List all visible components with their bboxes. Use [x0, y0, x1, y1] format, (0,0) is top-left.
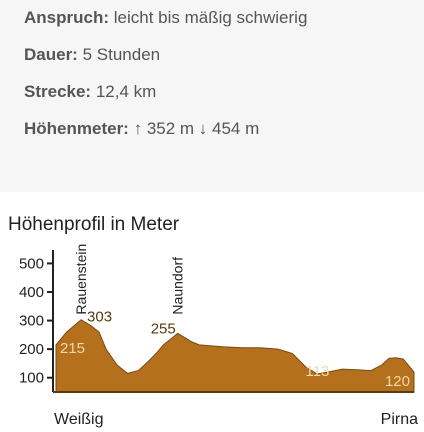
elevation-value-label: 303 — [87, 309, 112, 326]
info-row-elevation: Höhenmeter: ↑ 352 m ↓ 454 m — [24, 115, 307, 152]
y-tick-label: 500 — [19, 255, 44, 272]
info-value: 12,4 km — [95, 82, 157, 101]
info-value: 5 Stunden — [82, 45, 161, 64]
y-tick-label: 100 — [19, 370, 44, 387]
info-value: ↑ 352 m ↓ 454 m — [133, 119, 260, 138]
y-tick-label: 400 — [19, 284, 44, 301]
elevation-value-label: 120 — [385, 373, 410, 390]
end-label: Pirna — [381, 411, 418, 428]
elevation-value-label: 215 — [60, 340, 85, 357]
info-row-distance: Strecke: 12,4 km — [24, 78, 307, 115]
y-tick-label: 200 — [19, 341, 44, 358]
elevation-value-label: 113 — [305, 363, 329, 380]
elevation-profile-panel: Höhenprofil in Meter 500 400 300 200 100 Rauen… — [0, 192, 424, 432]
y-tick-label: 300 — [19, 313, 44, 330]
elevation-area — [55, 319, 415, 393]
elevation-profile-chart: Höhenprofil in Meter 500 400 300 200 100 Rauen… — [8, 214, 418, 428]
info-row-duration: Dauer: 5 Stunden — [24, 41, 307, 78]
info-key: Dauer: — [24, 45, 78, 64]
info-row-difficulty: Anspruch: leicht bis mäßig schwierig — [24, 4, 307, 41]
start-label: Weißig — [54, 411, 104, 428]
info-key: Strecke: — [24, 82, 92, 101]
info-key: Anspruch: — [24, 8, 109, 27]
info-key: Höhenmeter: — [24, 119, 129, 138]
tour-info: Anspruch: leicht bis mäßig schwierig Dau… — [24, 4, 307, 152]
info-value: leicht bis mäßig schwierig — [113, 8, 308, 27]
place-label: Rauenstein — [73, 244, 89, 315]
chart-title: Höhenprofil in Meter — [8, 214, 180, 235]
elevation-value-label: 255 — [151, 320, 176, 337]
place-label: Naundorf — [170, 257, 186, 315]
